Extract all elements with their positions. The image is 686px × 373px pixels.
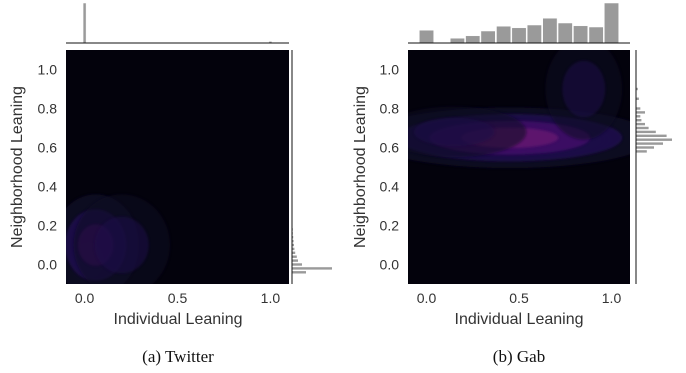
right-histogram-bar: [636, 126, 649, 130]
density-contours: [408, 50, 630, 169]
top-histogram-bar: [526, 24, 542, 44]
right-histogram-bar: [636, 142, 663, 145]
right-histogram-bar: [292, 271, 306, 274]
top-histogram-bar: [480, 30, 496, 44]
top-histogram-bar: [449, 37, 465, 44]
density-contours: [66, 194, 171, 284]
right-histogram-bar: [636, 150, 647, 153]
x-tick-label: 0.5: [509, 290, 529, 306]
x-tick-labels: 0.0 0.5 1.0: [417, 290, 622, 306]
top-histogram-bar: [588, 26, 604, 44]
density-contour-3-1: [562, 60, 606, 118]
y-tick-label: 0.2: [38, 218, 58, 234]
right-histogram-bar: [636, 111, 645, 114]
right-histogram-bar: [636, 87, 638, 91]
y-tick-label: 0.0: [380, 257, 400, 273]
top-histogram-bar: [573, 25, 589, 44]
y-axis-label: Neighborhood Leaning: [9, 86, 26, 248]
y-tick-label: 1.0: [380, 62, 400, 78]
top-histogram: [419, 2, 619, 44]
y-tick-label: 0.6: [38, 140, 58, 156]
top-histogram-bar: [465, 35, 481, 44]
right-histogram-bar: [292, 255, 297, 258]
y-tick-label: 0.8: [380, 101, 400, 117]
right-histogram-bar: [636, 97, 639, 100]
right-histogram-bar: [636, 122, 645, 126]
right-histogram-bar: [636, 107, 641, 110]
x-axis-label: Individual Leaning: [114, 311, 243, 328]
x-tick-label: 1.0: [602, 290, 622, 306]
y-tick-label: 0.2: [380, 218, 400, 234]
right-histogram-bar: [292, 247, 295, 251]
panel-twitter: 0.0 0.5 1.0 0.0 0.2 0.4 0.6 0.8 1.0 Individual …: [9, 2, 332, 366]
right-histogram-bar: [292, 239, 294, 243]
right-histogram-bar: [292, 236, 294, 239]
y-tick-label: 0.8: [38, 101, 58, 117]
right-histogram: [292, 224, 332, 274]
x-tick-label: 0.0: [417, 290, 437, 306]
right-histogram-bar: [636, 146, 654, 149]
x-tick-labels: 0.0 0.5 1.0: [75, 290, 281, 306]
y-tick-labels: 0.0 0.2 0.4 0.6 0.8 1.0: [38, 62, 58, 273]
right-histogram-bar: [292, 259, 298, 262]
top-histogram-bar: [542, 17, 558, 44]
right-histogram: [636, 87, 672, 153]
right-histogram-bar: [636, 115, 641, 118]
density-contour-2-1: [414, 117, 495, 147]
density-contour-2-1: [94, 216, 149, 274]
y-axis-label: Neighborhood Leaning: [352, 86, 369, 248]
top-histogram-bar: [511, 27, 527, 44]
right-histogram-bar: [292, 263, 302, 266]
x-tick-label: 0.5: [168, 290, 188, 306]
right-histogram-bar: [636, 119, 642, 122]
caption: (a) Twitter: [142, 347, 214, 366]
right-histogram-bar: [292, 243, 294, 247]
top-histogram-bar: [557, 22, 573, 44]
right-histogram-bar: [636, 134, 667, 137]
x-tick-label: 0.0: [75, 290, 95, 306]
right-histogram-bar: [636, 130, 656, 134]
y-tick-label: 0.0: [38, 257, 58, 273]
right-histogram-bar: [636, 138, 672, 141]
top-histogram-bar: [496, 25, 512, 44]
y-tick-label: 0.4: [380, 179, 400, 195]
caption: (b) Gab: [493, 347, 545, 366]
y-tick-label: 0.4: [38, 179, 58, 195]
right-histogram-bar: [292, 267, 332, 270]
y-tick-label: 1.0: [38, 62, 58, 78]
top-histogram-bar: [419, 29, 434, 44]
y-tick-labels: 0.0 0.2 0.4 0.6 0.8 1.0: [380, 62, 400, 273]
top-histogram: [82, 2, 273, 44]
top-histogram-bar: [604, 2, 619, 44]
y-tick-label: 0.6: [380, 140, 400, 156]
top-histogram-bar: [82, 2, 87, 44]
x-axis-label: Individual Leaning: [455, 311, 584, 328]
panel-gab: 0.0 0.5 1.0 0.0 0.2 0.4 0.6 0.8 1.0 Individual …: [352, 2, 672, 366]
right-histogram-bar: [292, 251, 296, 254]
x-tick-label: 1.0: [261, 290, 281, 306]
